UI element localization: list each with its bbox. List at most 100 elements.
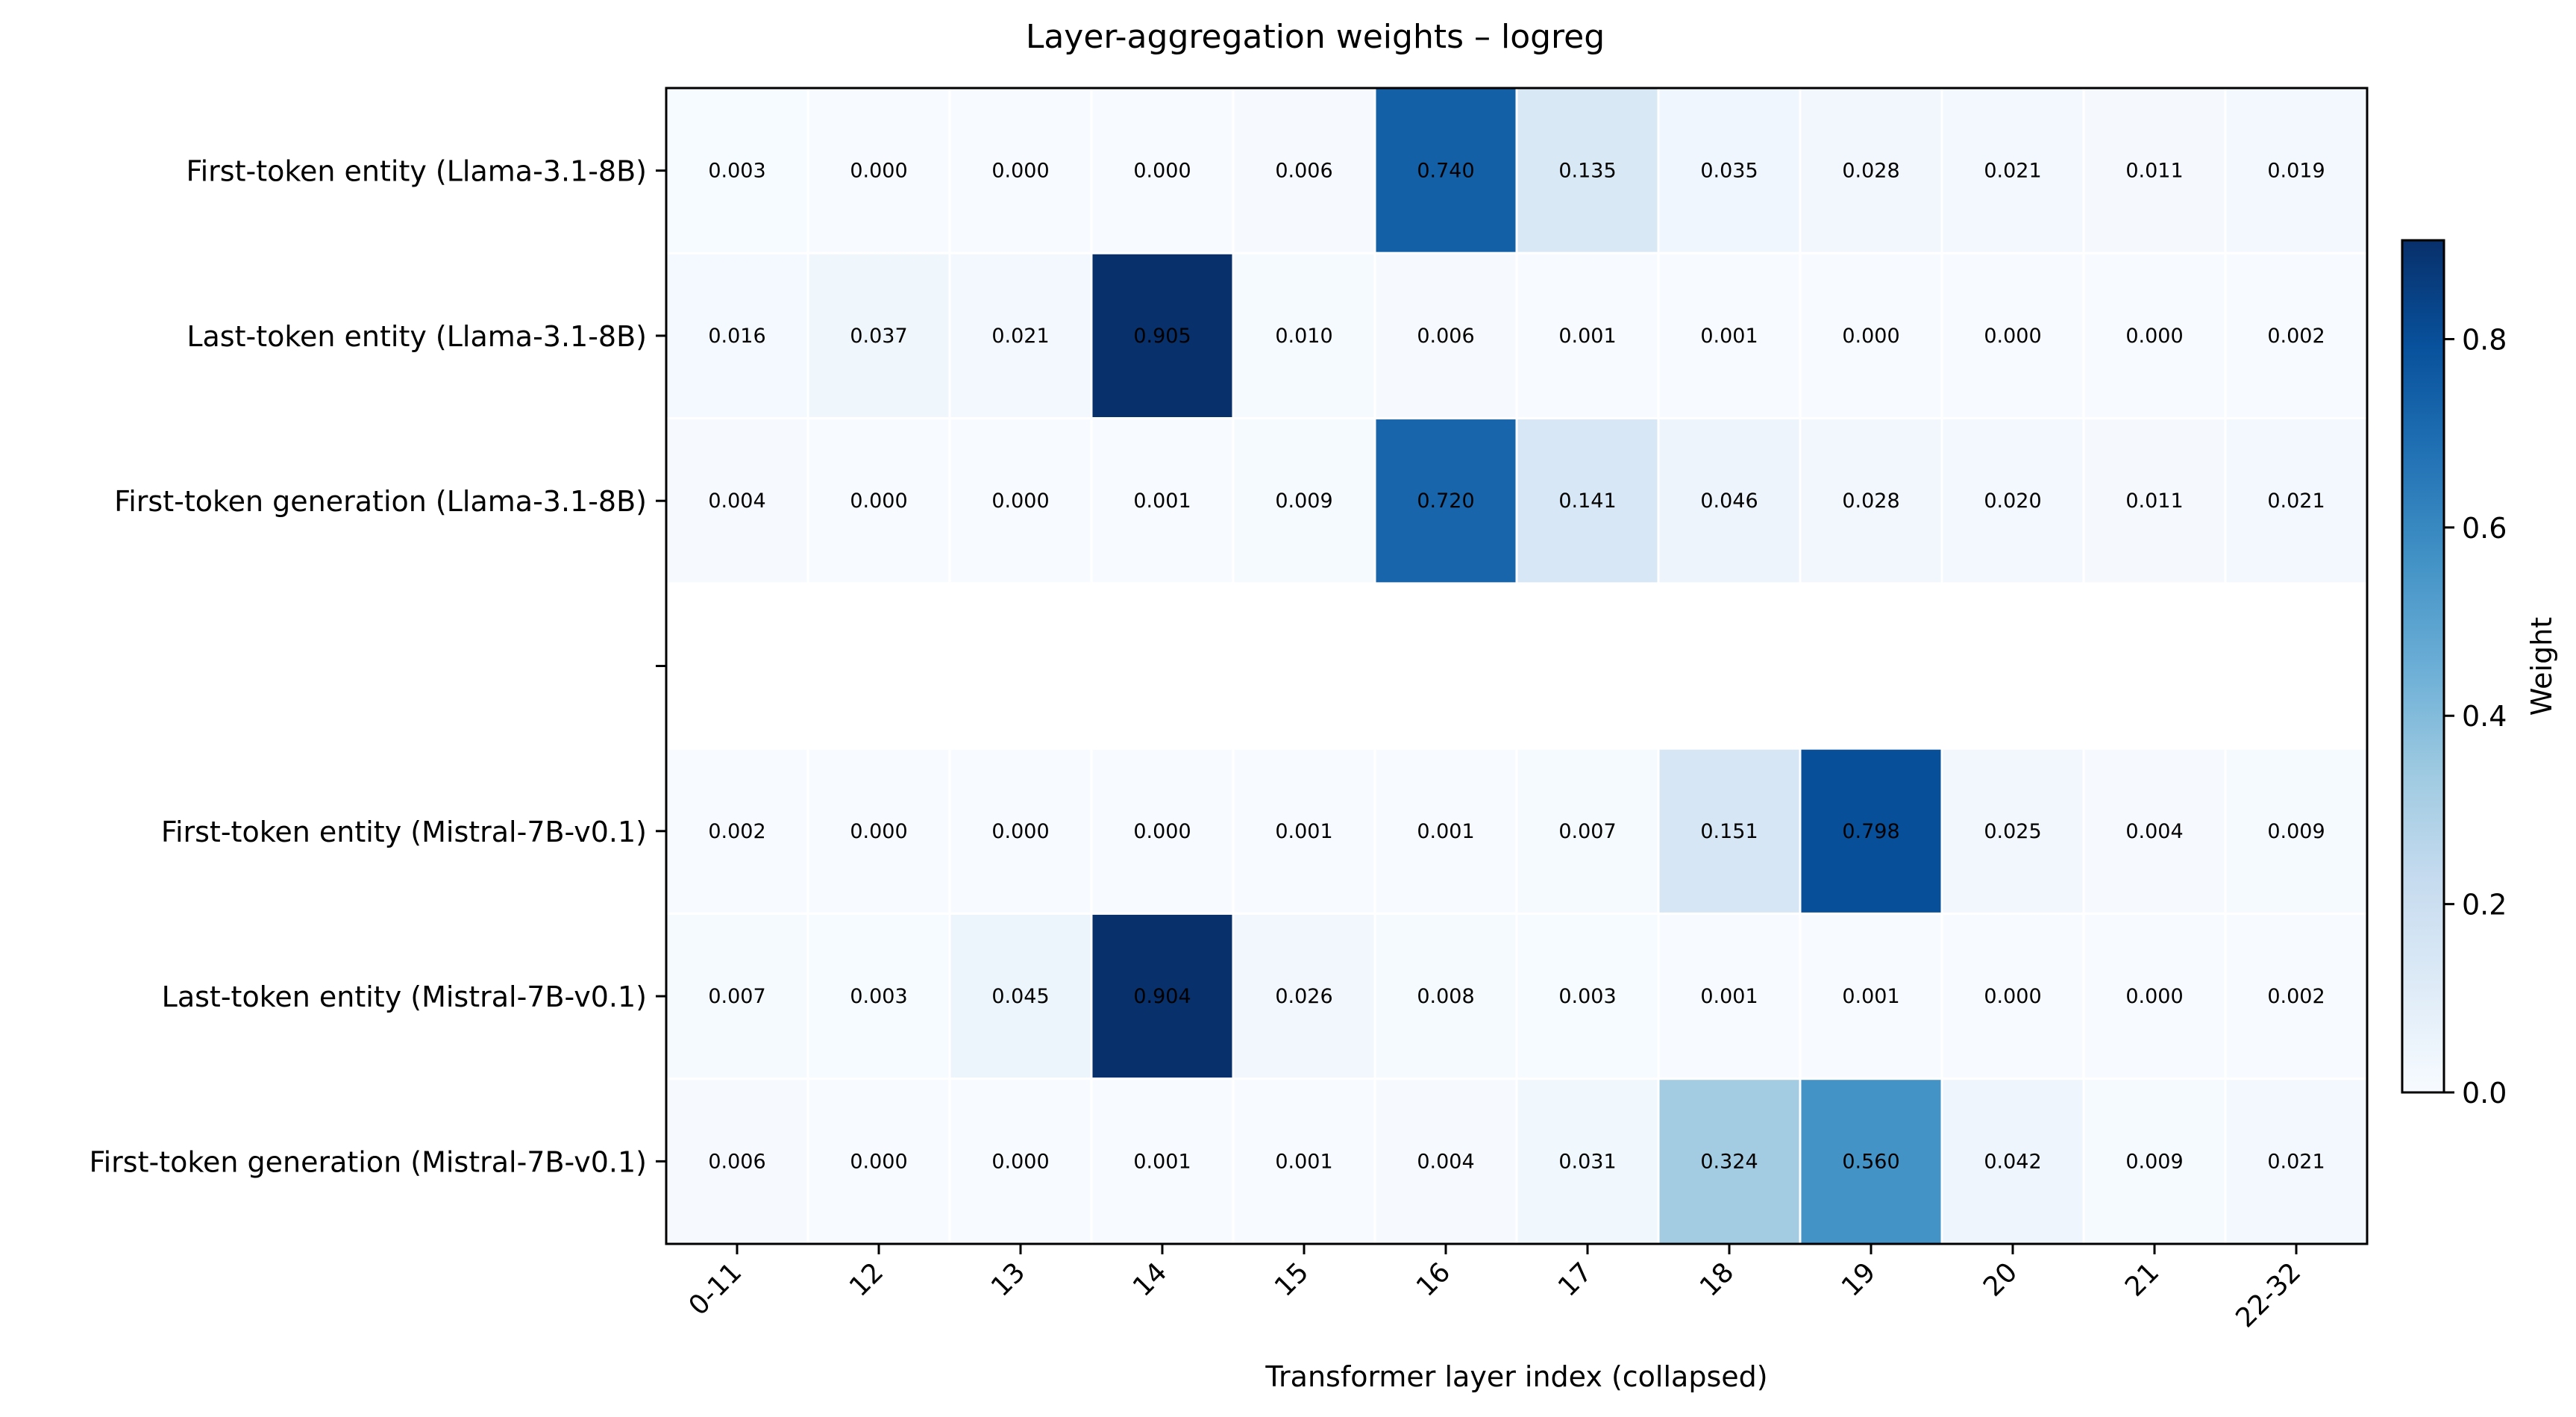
cell-value-label: 0.042 [1984,1150,2041,1173]
heatmap-cell [1940,87,2085,254]
y-tick-label: First-token generation (Llama-3.1-8B) [114,485,647,518]
cell-value-label: 0.007 [1558,820,1616,843]
cell-value-label: 0.798 [1842,820,1899,843]
x-tick-label: 13 [985,1257,1031,1302]
heatmap-cell [1090,1077,1235,1245]
cell-value-label: 0.003 [1558,985,1616,1008]
x-tick-label: 16 [1411,1257,1456,1302]
heatmap-cell [1940,747,2085,915]
cell-value-label: 0.028 [1842,489,1899,513]
cell-value-label: 0.001 [1275,820,1332,843]
cell-value-label: 0.905 [1133,325,1191,348]
y-axis: First-token entity (Llama-3.1-8B) Last-to… [90,155,666,1178]
cell-value-label: 0.007 [708,985,765,1008]
x-tick-label: 18 [1694,1257,1740,1302]
heatmap-cell [1940,251,2085,420]
cell-value-label: 0.009 [2125,1150,2183,1173]
heatmap-cell [1515,1077,1660,1245]
cell-value-label: 0.001 [1417,820,1474,843]
cell-value-label: 0.000 [991,820,1049,843]
heatmap-cell [1515,912,1660,1080]
heatmap-cell [1657,1077,1802,1245]
cell-value-label: 0.000 [1133,820,1191,843]
cell-value-label: 0.001 [1842,985,1899,1008]
heatmap-cell [2082,417,2227,585]
heatmap-cell [1090,417,1235,585]
colorbar-tick-label: 0.0 [2462,1077,2507,1110]
heatmap-cell [1940,417,2085,585]
colorbar-label: Weight [2525,617,2558,716]
cell-value-label: 0.000 [2125,325,2183,348]
cell-value-label: 0.000 [1984,985,2041,1008]
x-tick-label: 14 [1127,1257,1173,1302]
cell-value-label: 0.006 [1417,325,1474,348]
heatmap-cell [948,912,1093,1080]
cell-value-label: 0.000 [1133,160,1191,183]
cell-value-label: 0.000 [1984,325,2041,348]
heatmap-cell [1515,747,1660,915]
x-axis-label: Transformer layer index (collapsed) [1265,1360,1767,1393]
x-axis: 0-11 12 13 14 15 16 17 18 19 20 21 22-32 [683,1244,2307,1333]
heatmap-cell [2224,87,2369,254]
x-tick-label: 20 [1978,1257,2023,1302]
cell-value-label: 0.011 [2125,489,2183,513]
colorbar-tick-label: 0.4 [2462,700,2507,733]
heatmap-cell [1232,251,1376,420]
x-tick-label: 0-11 [683,1257,748,1321]
cell-value-label: 0.151 [1700,820,1758,843]
colorbar-tick-label: 0.6 [2462,512,2507,545]
heatmap-cell [806,251,951,420]
heatmap-cell [665,87,809,254]
cell-value-label: 0.001 [1700,325,1758,348]
cell-value-label: 0.035 [1700,160,1758,183]
cell-value-label: 0.025 [1984,820,2041,843]
x-tick-label: 15 [1269,1257,1314,1302]
heatmap-cell [1373,251,1518,420]
heatmap-cell [1232,912,1376,1080]
cell-value-label: 0.000 [850,160,907,183]
heatmap-cell [1373,912,1518,1080]
cell-value-label: 0.001 [1133,1150,1191,1173]
cell-value-label: 0.740 [1417,160,1474,183]
heatmap-cell-labels: 0.003 0.000 0.000 0.000 0.006 0.740 0.135 0.035… [708,160,2325,1174]
heatmap-cell [2224,747,2369,915]
heatmap-cell [806,747,951,915]
heatmap-cell [665,1077,809,1245]
heatmap-cell [1373,747,1518,915]
x-tick-label: 19 [1836,1257,1881,1302]
cell-value-label: 0.019 [2267,160,2325,183]
cell-value-label: 0.004 [1417,1150,1474,1173]
cell-value-label: 0.011 [2125,160,2183,183]
cell-value-label: 0.004 [2125,820,2183,843]
cell-value-label: 0.004 [708,489,765,513]
heatmap-cell [1657,87,1802,254]
cell-value-label: 0.031 [1558,1150,1616,1173]
y-tick-label: First-token entity (Llama-3.1-8B) [187,155,647,188]
cell-value-label: 0.009 [2267,820,2325,843]
heatmap-cell [2082,251,2227,420]
cell-value-label: 0.000 [2125,985,2183,1008]
cell-value-label: 0.009 [1275,489,1332,513]
y-tick-label: Last-token entity (Mistral-7B-v0.1) [162,980,647,1013]
colorbar-tick-label: 0.2 [2462,889,2507,922]
cell-value-label: 0.000 [850,1150,907,1173]
cell-value-label: 0.003 [708,160,765,183]
heatmap-cell [1090,87,1235,254]
heatmap-cell [2082,747,2227,915]
cell-value-label: 0.002 [2267,325,2325,348]
cell-value-label: 0.021 [991,325,1049,348]
cell-value-label: 0.324 [1700,1150,1758,1173]
cell-value-label: 0.001 [1700,985,1758,1008]
heatmap-cell [1799,1077,1943,1245]
y-tick-label: Last-token entity (Llama-3.1-8B) [187,320,647,353]
heatmap-cell [948,417,1093,585]
heatmap-cell [1940,1077,2085,1245]
cell-value-label: 0.003 [850,985,907,1008]
cell-value-label: 0.000 [850,820,907,843]
heatmap-cell [2224,417,2369,585]
heatmap-cell [1232,417,1376,585]
colorbar-tick-label: 0.8 [2462,323,2507,356]
x-tick-label: 22-32 [2230,1257,2307,1333]
heatmap-cell [1090,747,1235,915]
cell-value-label: 0.008 [1417,985,1474,1008]
